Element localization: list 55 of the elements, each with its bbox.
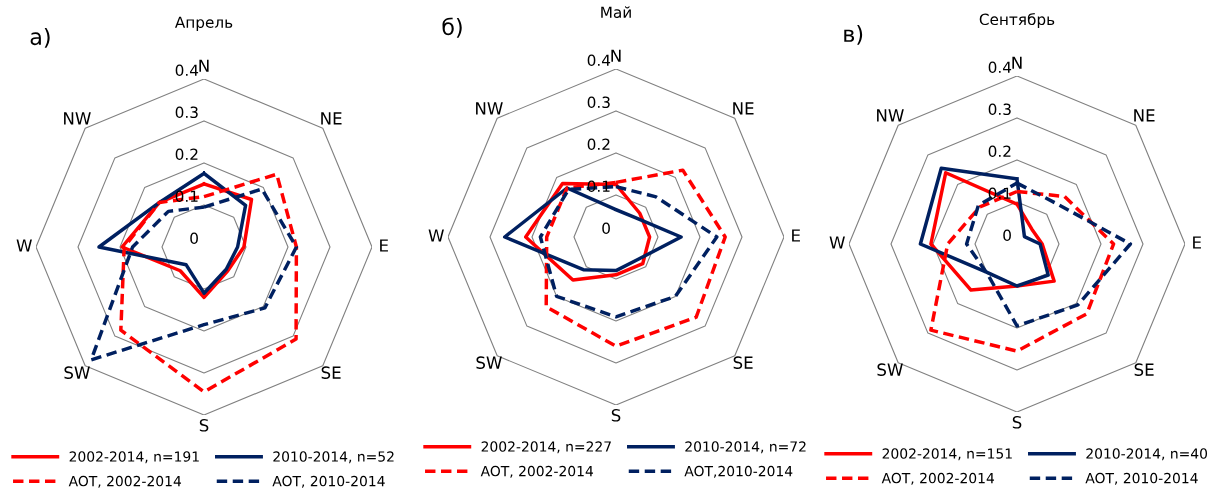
y-tick-label: 0.4 bbox=[587, 54, 611, 67]
text: б) bbox=[442, 17, 462, 38]
legend-label: 2010-2014, n=52 bbox=[273, 451, 394, 464]
spoke-label: NW bbox=[877, 109, 904, 122]
y-tick-label: 0.2 bbox=[175, 148, 198, 161]
legend-label: AOT,2010-2014 bbox=[684, 465, 793, 478]
spoke-label: NW bbox=[476, 102, 503, 115]
spoke-label: SE bbox=[733, 356, 753, 369]
y-tick-label: 0.2 bbox=[587, 138, 610, 151]
spoke-label: SW bbox=[476, 356, 502, 369]
spoke-label: S bbox=[199, 418, 209, 432]
spoke-label: SE bbox=[1134, 363, 1154, 376]
y-tick-label: 0.3 bbox=[175, 106, 198, 119]
spoke-label: S bbox=[1012, 415, 1022, 429]
legend-label: 2010-2014, n=72 bbox=[685, 441, 806, 454]
spoke-label: NE bbox=[321, 112, 342, 125]
spoke-label: S bbox=[611, 408, 621, 422]
spoke-label: W bbox=[829, 236, 845, 249]
chart-title: Сентябрь bbox=[979, 13, 1055, 29]
spoke-label: N bbox=[199, 59, 209, 72]
legend-label: 2010-2014, n=40 bbox=[1086, 448, 1208, 461]
spoke-label: NE bbox=[1134, 109, 1155, 122]
chart-title: Май bbox=[601, 6, 631, 18]
y-tick-label: 0.1 bbox=[587, 180, 610, 193]
y-tick-label: 0.4 bbox=[175, 64, 199, 77]
spoke-label: SE bbox=[321, 366, 341, 379]
y-tick-label: 0.3 bbox=[587, 96, 610, 109]
spoke-label: N bbox=[1012, 56, 1022, 69]
legend-label: AOT, 2002-2014 bbox=[881, 472, 995, 485]
y-tick-label: 0.3 bbox=[988, 103, 1011, 116]
legend-label: AOT, 2002-2014 bbox=[68, 475, 182, 488]
legend-label: AOT, 2010-2014 bbox=[1085, 472, 1198, 485]
y-tick-label: 0.2 bbox=[988, 145, 1011, 158]
legend-label: 2002-2014, n=191 bbox=[69, 451, 199, 464]
spoke-label: NW bbox=[64, 112, 91, 125]
legend-label: AOT, 2010-2014 bbox=[272, 475, 385, 488]
spoke-label: W bbox=[428, 229, 444, 242]
spoke-label: NE bbox=[733, 102, 754, 115]
spoke-label: SW bbox=[64, 366, 90, 379]
y-tick-label: 0 bbox=[602, 222, 610, 235]
spoke-label: W bbox=[16, 239, 32, 252]
spoke-label: SW bbox=[877, 363, 903, 376]
legend-label: 2002-2014, n=151 bbox=[882, 448, 1012, 461]
spoke-label: E bbox=[1193, 236, 1201, 249]
legend-label: 2002-2014, n=227 bbox=[481, 441, 611, 454]
legend-label: AOT, 2002-2014 bbox=[480, 465, 594, 478]
y-tick-label: 0.4 bbox=[988, 61, 1012, 74]
chart-title: Апрель bbox=[174, 16, 233, 31]
text: в) bbox=[844, 24, 863, 45]
spoke-label: E bbox=[792, 229, 800, 242]
y-tick-label: 0 bbox=[190, 232, 198, 245]
spoke-label: E bbox=[380, 239, 388, 252]
spoke-label: N bbox=[611, 49, 621, 62]
y-tick-label: 0 bbox=[1003, 229, 1011, 242]
text: а) bbox=[30, 27, 50, 48]
